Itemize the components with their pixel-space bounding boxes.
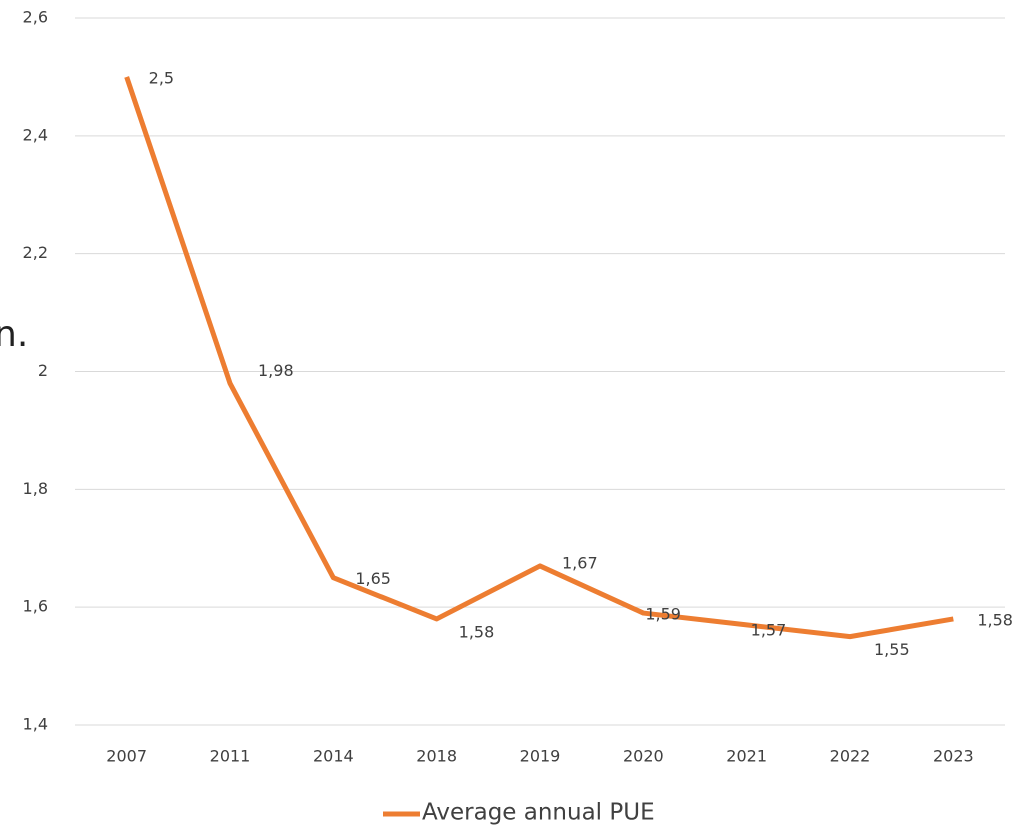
y-tick-label: 2,4 (23, 125, 48, 144)
x-tick-label: 2022 (830, 747, 871, 766)
y-tick-label: 1,8 (23, 479, 48, 498)
y-tick-label: 2,2 (23, 243, 48, 262)
x-tick-label: 2007 (106, 747, 147, 766)
data-label: 1,65 (355, 569, 391, 588)
data-label: 1,67 (562, 553, 598, 572)
x-tick-label: 2014 (313, 747, 354, 766)
data-line (124, 76, 954, 640)
x-tick-label: 2019 (520, 747, 561, 766)
legend-label: Average annual PUE (422, 800, 655, 826)
x-tick-label: 2018 (416, 747, 457, 766)
cropped-text: n. (0, 314, 28, 355)
x-tick-label: 2023 (933, 747, 974, 766)
data-label: 1,55 (874, 640, 910, 659)
data-label: 2,5 (149, 68, 174, 87)
data-label: 1,58 (459, 622, 495, 641)
data-label: 1,59 (645, 605, 681, 624)
x-tick-label: 2011 (210, 747, 251, 766)
y-tick-label: 1,6 (23, 597, 48, 616)
x-tick-label: 2021 (726, 747, 767, 766)
data-label: 1,98 (258, 361, 294, 380)
y-tick-label: 1,4 (23, 715, 48, 734)
data-label: 1,57 (751, 620, 787, 639)
y-tick-label: 2 (38, 361, 48, 380)
data-label: 1,58 (977, 610, 1013, 629)
y-tick-label: 2,6 (23, 8, 48, 27)
x-tick-label: 2020 (623, 747, 664, 766)
